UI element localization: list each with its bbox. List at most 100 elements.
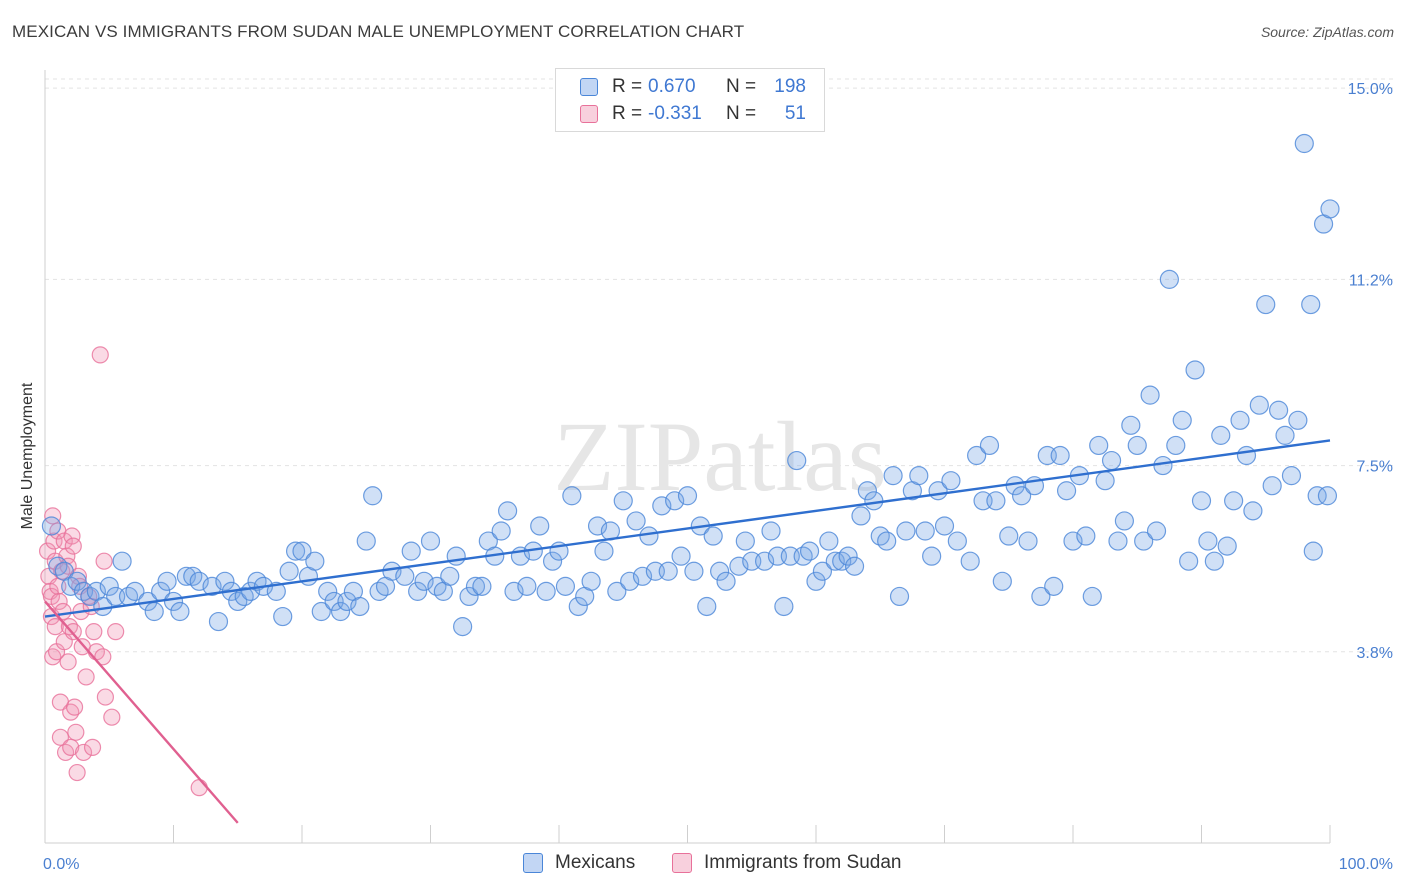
data-point xyxy=(870,526,890,546)
data-point xyxy=(979,435,1000,456)
legend-r-label: R = xyxy=(612,103,643,124)
data-point xyxy=(1095,471,1115,491)
x-tick-label: 100.0% xyxy=(1339,856,1393,873)
data-point xyxy=(85,623,103,641)
data-point xyxy=(95,552,113,570)
data-point xyxy=(1140,385,1160,405)
data-point xyxy=(94,648,112,666)
data-point xyxy=(697,596,717,617)
data-point xyxy=(157,571,177,591)
data-point xyxy=(1082,586,1102,607)
data-point xyxy=(761,521,781,541)
data-point xyxy=(517,576,537,596)
data-point xyxy=(1179,551,1199,571)
legend-swatch-pink xyxy=(580,105,598,123)
data-point xyxy=(864,491,884,511)
data-point xyxy=(427,576,447,596)
data-point xyxy=(465,576,486,596)
legend-item-sudan[interactable]: Immigrants from Sudan xyxy=(672,852,901,874)
y-tick-label: 3.8% xyxy=(1357,645,1393,662)
y-tick-label: 15.0% xyxy=(1348,81,1393,98)
data-point xyxy=(491,521,511,541)
data-point xyxy=(1301,294,1321,315)
data-point xyxy=(96,688,114,706)
data-point xyxy=(922,546,942,566)
data-point xyxy=(1011,486,1032,506)
data-point xyxy=(1153,455,1173,476)
data-point xyxy=(44,507,62,525)
data-point xyxy=(176,566,196,586)
data-point xyxy=(787,450,807,471)
data-point xyxy=(710,561,730,581)
data-point xyxy=(909,466,929,486)
data-point xyxy=(844,556,865,576)
data-point xyxy=(1230,410,1250,430)
data-point xyxy=(1159,269,1179,289)
data-point xyxy=(934,516,955,536)
data-point xyxy=(183,566,203,586)
legend-label-mexicans: Mexicans xyxy=(555,852,636,873)
data-point xyxy=(369,581,389,601)
data-point xyxy=(440,566,460,586)
data-point xyxy=(1031,586,1051,607)
data-point xyxy=(1307,486,1327,506)
data-point xyxy=(273,606,293,627)
data-point xyxy=(401,541,421,561)
data-point xyxy=(1146,521,1167,541)
data-point xyxy=(363,486,383,506)
data-point xyxy=(1224,491,1244,511)
legend-swatch-blue xyxy=(580,78,598,96)
legend-row-sudan: R = -0.331 N = 51 xyxy=(580,103,806,125)
legend-n-label: N = xyxy=(726,76,757,97)
data-point xyxy=(446,546,466,566)
data-point xyxy=(1262,476,1282,496)
data-point xyxy=(1076,526,1096,546)
data-point xyxy=(1303,541,1323,561)
data-point xyxy=(1268,400,1289,420)
data-point xyxy=(170,601,190,622)
tick-labels: 3.8% 7.5% 11.2% 15.0% 0.0% 100.0% xyxy=(43,81,1393,873)
data-point xyxy=(684,561,704,581)
data-point xyxy=(48,556,68,576)
data-point xyxy=(812,561,833,581)
legend-item-mexicans[interactable]: Mexicans xyxy=(523,852,635,874)
data-point xyxy=(857,481,878,501)
data-point xyxy=(292,541,312,561)
legend-r-value: -0.331 xyxy=(648,103,702,124)
data-point xyxy=(350,596,370,617)
data-point xyxy=(1089,435,1109,456)
data-point xyxy=(652,496,672,516)
data-point xyxy=(1211,425,1231,445)
data-point xyxy=(799,541,820,561)
legend-row-mexicans: R = 0.670 N = 198 xyxy=(580,76,806,98)
data-point xyxy=(279,561,299,581)
data-point xyxy=(838,546,858,566)
data-point xyxy=(626,511,646,531)
data-point xyxy=(542,551,563,571)
data-point xyxy=(51,728,70,746)
data-point xyxy=(266,581,286,601)
data-point xyxy=(83,738,102,756)
correlation-legend: R = 0.670 N = 198 R = -0.331 N = 51 xyxy=(555,68,825,132)
series-legend: Mexicans Immigrants from Sudan xyxy=(0,852,1406,876)
data-point xyxy=(356,531,376,551)
data-point xyxy=(311,601,331,622)
data-point xyxy=(735,531,755,551)
data-point xyxy=(46,618,64,636)
source-label: Source: ZipAtlas.com xyxy=(1260,24,1394,40)
data-point xyxy=(555,576,576,596)
data-point xyxy=(851,506,871,526)
data-point xyxy=(832,551,852,571)
data-point xyxy=(107,623,125,641)
data-point xyxy=(64,537,82,555)
data-point xyxy=(59,653,77,671)
data-point xyxy=(1243,501,1263,521)
data-point xyxy=(562,486,582,506)
data-point xyxy=(330,601,351,622)
data-point xyxy=(318,581,338,601)
data-point xyxy=(408,581,428,601)
data-point xyxy=(754,551,775,571)
data-point xyxy=(80,586,100,607)
data-point xyxy=(607,581,627,601)
data-point xyxy=(703,526,723,546)
